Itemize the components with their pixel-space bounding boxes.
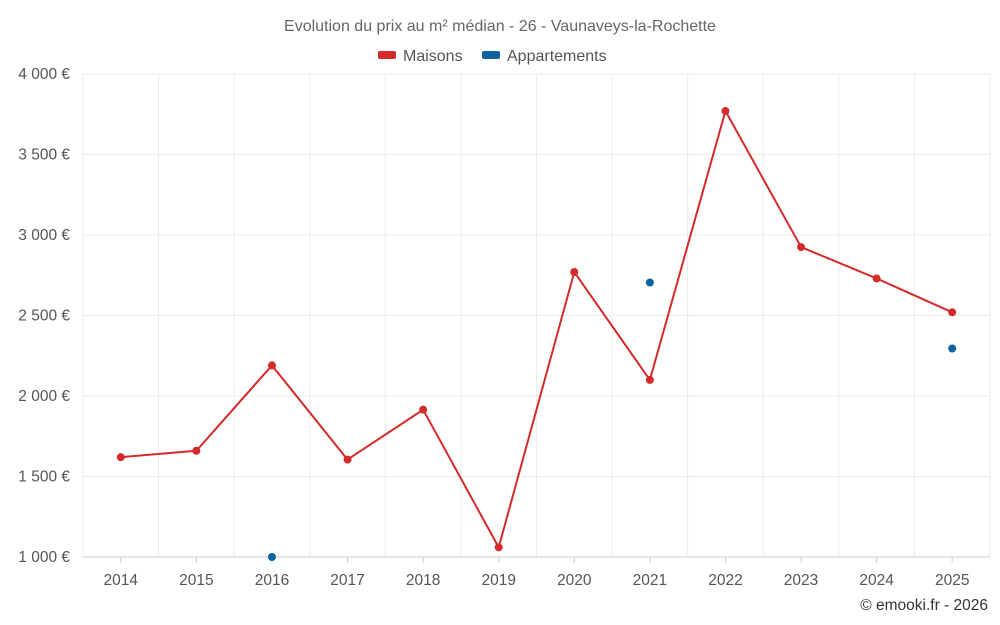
x-tick-label: 2020 xyxy=(557,572,592,589)
data-point-maisons-2018[interactable] xyxy=(419,405,428,414)
y-tick-label: 1 000 € xyxy=(18,549,70,566)
chart-title: Evolution du prix au m² médian - 26 - Va… xyxy=(284,18,716,35)
data-point-maisons-2017[interactable] xyxy=(343,455,352,464)
x-tick-label: 2016 xyxy=(255,572,289,589)
grid xyxy=(82,73,991,558)
x-tick-label: 2025 xyxy=(935,572,969,589)
data-point-maisons-2014[interactable] xyxy=(116,453,125,462)
x-tick-label: 2019 xyxy=(481,572,515,589)
data-point-maisons-2019[interactable] xyxy=(494,543,503,552)
y-axis-ticks: 1 000 € 1 500 € 2 000 € 2 500 € 3 000 € 3 500… xyxy=(18,66,70,566)
legend-swatch-maisons xyxy=(378,51,396,59)
legend-label-appartements[interactable]: Appartements xyxy=(507,48,607,65)
legend-label-maisons[interactable]: Maisons xyxy=(403,48,463,65)
data-point-appartements-2025[interactable] xyxy=(948,344,957,353)
data-point-maisons-2015[interactable] xyxy=(192,446,201,455)
y-tick-label: 3 000 € xyxy=(18,227,70,244)
x-tick-label: 2014 xyxy=(104,572,139,589)
data-point-maisons-2016[interactable] xyxy=(267,361,276,370)
x-axis-ticks: 2014 2015 2016 2017 2018 2019 2020 2021 2022 2023… xyxy=(104,557,969,589)
series-appartements xyxy=(267,278,957,561)
x-tick-label: 2018 xyxy=(406,572,440,589)
data-point-maisons-2024[interactable] xyxy=(872,274,881,283)
data-point-maisons-2021[interactable] xyxy=(645,375,654,384)
y-tick-label: 2 000 € xyxy=(18,388,70,405)
series-maisons xyxy=(116,107,957,552)
legend-swatch-appartements xyxy=(482,51,500,59)
x-tick-label: 2023 xyxy=(784,572,818,589)
data-point-appartements-2016[interactable] xyxy=(267,553,276,561)
x-tick-label: 2015 xyxy=(179,572,213,589)
data-point-maisons-2020[interactable] xyxy=(570,268,579,277)
y-tick-label: 4 000 € xyxy=(18,66,70,83)
legend[interactable]: Maisons Appartements xyxy=(378,48,607,65)
series-layer xyxy=(116,107,957,561)
x-tick-label: 2022 xyxy=(708,572,742,589)
data-point-appartements-2021[interactable] xyxy=(645,278,654,287)
credit: © emooki.fr - 2026 xyxy=(860,597,988,614)
data-point-maisons-2022[interactable] xyxy=(721,107,730,116)
y-tick-label: 1 500 € xyxy=(18,469,70,486)
y-tick-label: 3 500 € xyxy=(18,147,70,164)
data-point-maisons-2023[interactable] xyxy=(797,243,806,252)
x-tick-label: 2024 xyxy=(859,572,894,589)
x-tick-label: 2017 xyxy=(330,572,364,589)
data-point-maisons-2025[interactable] xyxy=(948,308,957,317)
y-tick-label: 2 500 € xyxy=(18,308,70,325)
series-line-maisons xyxy=(120,110,953,549)
x-tick-label: 2021 xyxy=(633,572,667,589)
